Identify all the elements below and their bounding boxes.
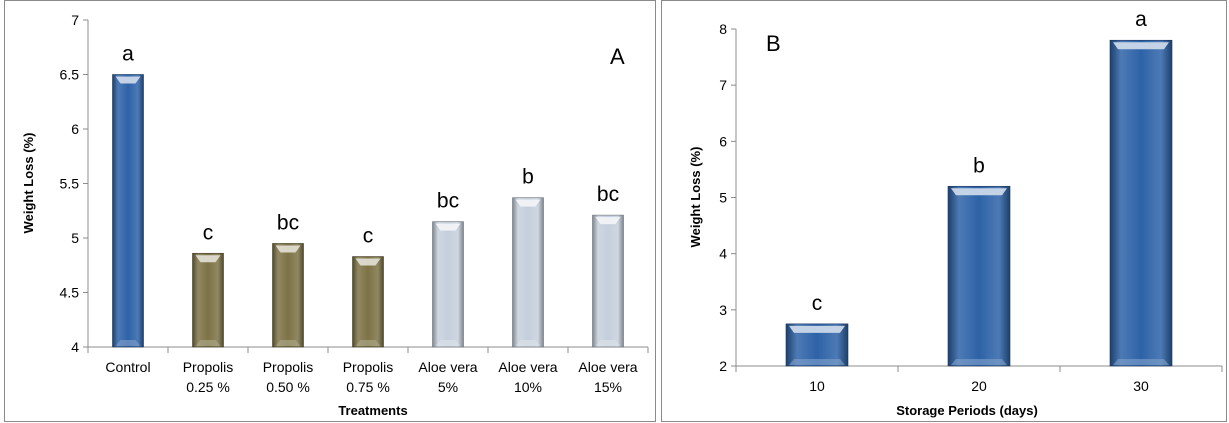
- y-tick-label: 7: [719, 77, 727, 93]
- bar-0: [112, 74, 144, 348]
- x-tick-label-0: Control: [105, 359, 150, 375]
- bar-base-0: [789, 359, 845, 365]
- bar-2: [1109, 39, 1173, 367]
- x-tick-label-3: 0.75 %: [346, 379, 390, 395]
- bar-highlight-1: [951, 188, 1007, 196]
- y-axis-title: Weight Loss (%): [688, 147, 703, 248]
- bar-highlight-4: [435, 223, 461, 231]
- bar-base-0: [115, 340, 141, 346]
- bar-1: [947, 185, 1011, 367]
- x-tick-label-6: Aloe vera: [578, 359, 637, 375]
- significance-label-5: b: [522, 166, 534, 189]
- bar-4: [432, 221, 464, 348]
- y-tick-label: 2: [719, 358, 727, 374]
- bar-6: [592, 214, 624, 348]
- x-tick-label-4: 5%: [438, 379, 458, 395]
- y-tick-label: 8: [719, 21, 727, 37]
- y-tick-label: 7: [71, 12, 79, 28]
- y-tick-label: 6: [71, 121, 79, 137]
- significance-label-0: c: [812, 292, 823, 315]
- bar-highlight-0: [115, 76, 141, 84]
- x-tick-label-2: 0.50 %: [266, 379, 310, 395]
- x-axis-title: Treatments: [338, 403, 407, 418]
- x-tick-label-5: 10%: [514, 379, 542, 395]
- bar-highlight-2: [1113, 42, 1169, 50]
- y-axis-title: Weight Loss (%): [21, 133, 36, 234]
- y-tick-label: 6.5: [60, 67, 80, 83]
- significance-label-2: a: [1135, 8, 1147, 31]
- bar-highlight-0: [789, 325, 845, 333]
- chart-panel-b: 2 3 4 5 6 7 8 c 10 b 20 a 30 Storage Periods (days) We…: [661, 0, 1227, 422]
- significance-label-1: c: [203, 221, 214, 244]
- bar-1: [192, 252, 224, 348]
- x-tick-label-3: Propolis: [343, 359, 394, 375]
- significance-label-1: b: [973, 154, 985, 177]
- bar-base-5: [515, 340, 541, 346]
- bar-highlight-6: [595, 217, 621, 225]
- significance-label-6: bc: [597, 183, 619, 206]
- x-tick-label-5: Aloe vera: [498, 359, 557, 375]
- bar-base-3: [355, 340, 381, 346]
- y-tick-label: 5.5: [60, 176, 80, 192]
- y-tick-label: 4: [719, 246, 727, 262]
- x-tick-label-1: Propolis: [183, 359, 234, 375]
- y-tick-label: 4.5: [60, 285, 80, 301]
- bar-5: [512, 197, 544, 348]
- y-tick-label: 6: [719, 133, 727, 149]
- bar-base-2: [1113, 359, 1169, 365]
- bar-highlight-2: [275, 245, 301, 253]
- x-tick-label-2: 30: [1133, 378, 1149, 394]
- significance-label-4: bc: [437, 190, 459, 213]
- weight-loss-by-storage-chart: 2 3 4 5 6 7 8 c 10 b 20 a 30 Storage Periods (days) We…: [688, 8, 1223, 418]
- panel-letter: A: [610, 44, 625, 69]
- chart-panel-a: 4 4.5 5 5.5 6 6.5 7 a Control c Propolis 0.25 % bc Pr…: [4, 0, 656, 422]
- x-tick-label-0: 10: [809, 378, 825, 394]
- bar-highlight-3: [355, 258, 381, 266]
- y-tick-label: 4: [71, 339, 79, 355]
- y-tick-label: 3: [719, 302, 727, 318]
- bar-base-1: [951, 359, 1007, 365]
- panel-letter: B: [766, 31, 781, 56]
- x-tick-label-4: Aloe vera: [418, 359, 477, 375]
- x-tick-label-6: 15%: [594, 379, 622, 395]
- x-tick-label-1: 20: [971, 378, 987, 394]
- significance-label-2: bc: [277, 211, 299, 234]
- bar-2: [272, 243, 304, 348]
- bar-base-6: [595, 340, 621, 346]
- x-tick-label-2: Propolis: [263, 359, 314, 375]
- bar-highlight-1: [195, 255, 221, 263]
- x-axis-title: Storage Periods (days): [896, 403, 1038, 418]
- bar-base-4: [435, 340, 461, 346]
- x-tick-label-1: 0.25 %: [186, 379, 230, 395]
- bar-base-1: [195, 340, 221, 346]
- bar-base-2: [275, 340, 301, 346]
- bar-3: [352, 256, 384, 348]
- significance-label-3: c: [363, 225, 374, 248]
- significance-label-0: a: [122, 43, 134, 66]
- y-tick-label: 5: [71, 230, 79, 246]
- y-tick-label: 5: [719, 190, 727, 206]
- bar-highlight-5: [515, 199, 541, 207]
